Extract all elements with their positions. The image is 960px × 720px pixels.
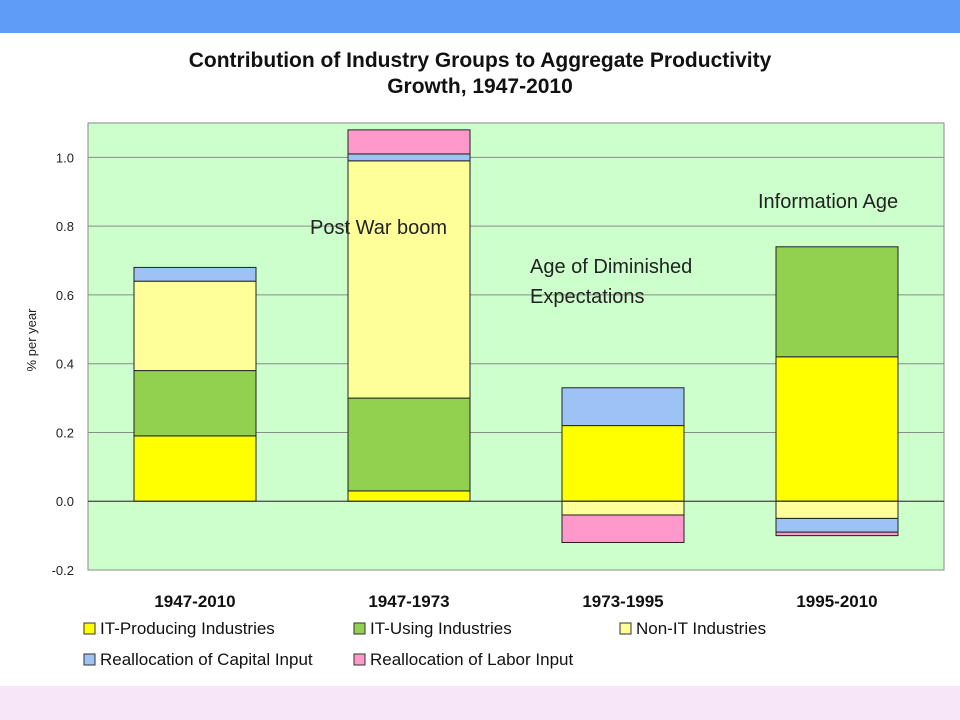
legend-swatch	[619, 622, 632, 635]
annotation-expectations: Expectations	[530, 286, 645, 308]
legend: IT-Producing Industries IT-Using Industri…	[83, 619, 766, 669]
y-tick-label: 0.8	[56, 219, 74, 234]
x-category-label: 1973-1995	[582, 592, 663, 611]
annotation-post-war-boom: Post War boom	[310, 217, 447, 239]
legend-swatch	[83, 653, 96, 666]
y-tick-label: 0.4	[56, 357, 74, 372]
bar-segment	[775, 517, 899, 533]
bar-segment	[775, 246, 899, 358]
x-category-label: 1947-2010	[154, 592, 235, 611]
annotation-age-of-diminished: Age of Diminished	[530, 256, 692, 278]
y-tick-label: -0.2	[52, 563, 74, 578]
legend-label: Non-IT Industries	[636, 619, 766, 638]
legend-swatch	[83, 622, 96, 635]
annotation-information-age: Information Age	[758, 191, 898, 213]
x-category-label: 1995-2010	[796, 592, 877, 611]
bar-segment	[561, 514, 685, 543]
bar-segment	[133, 280, 257, 372]
top-banner	[0, 0, 960, 33]
bars	[133, 129, 899, 543]
legend-swatch	[353, 622, 366, 635]
bar-segment	[561, 387, 685, 427]
chart-title-line-2: Growth, 1947-2010	[387, 75, 573, 98]
legend-label: IT-Producing Industries	[100, 619, 275, 638]
bar-segment	[561, 500, 685, 516]
chart-title-line-1: Contribution of Industry Groups to Aggre…	[188, 49, 772, 72]
bar-segment	[347, 153, 471, 162]
legend-label: IT-Using Industries	[370, 619, 512, 638]
bar-segment	[561, 425, 685, 502]
bar-segment	[347, 129, 471, 155]
legend-swatch	[353, 653, 366, 666]
y-axis-ticks: -0.2 0.0 0.2 0.4 0.6 0.8 1.0	[52, 150, 74, 578]
bar-segment	[347, 490, 471, 502]
y-tick-label: 0.0	[56, 494, 74, 509]
x-category-label: 1947-1973	[368, 592, 449, 611]
y-tick-label: 1.0	[56, 150, 74, 165]
y-axis-label: % per year	[24, 308, 39, 372]
bottom-banner	[0, 686, 960, 720]
chart-title: Contribution of Industry Groups to Aggre…	[80, 48, 880, 100]
bar-segment	[133, 435, 257, 502]
x-axis-categories: 1947-2010 1947-1973 1973-1995 1995-2010	[154, 592, 877, 611]
bar-segment	[133, 370, 257, 437]
bar-segment	[133, 266, 257, 282]
bar-segment	[775, 500, 899, 519]
bar-segment	[775, 356, 899, 502]
y-tick-label: 0.2	[56, 425, 74, 440]
legend-label: Reallocation of Labor Input	[370, 650, 573, 669]
bar-segment	[775, 531, 899, 537]
y-tick-label: 0.6	[56, 288, 74, 303]
legend-label: Reallocation of Capital Input	[100, 650, 313, 669]
bar-segment	[347, 397, 471, 492]
bar-segment	[347, 160, 471, 399]
